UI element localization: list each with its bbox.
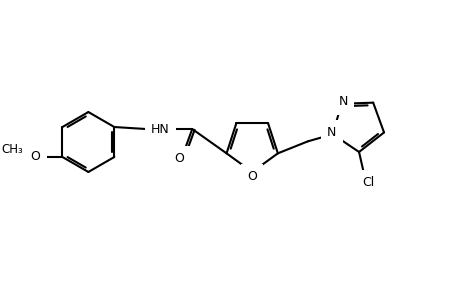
Text: O: O (174, 152, 184, 166)
Text: O: O (247, 170, 257, 184)
Text: Cl: Cl (361, 176, 373, 189)
Text: N: N (338, 95, 347, 108)
Text: CH₃: CH₃ (1, 143, 23, 157)
Text: HN: HN (151, 122, 169, 136)
Text: N: N (326, 126, 336, 139)
Text: O: O (30, 151, 40, 164)
